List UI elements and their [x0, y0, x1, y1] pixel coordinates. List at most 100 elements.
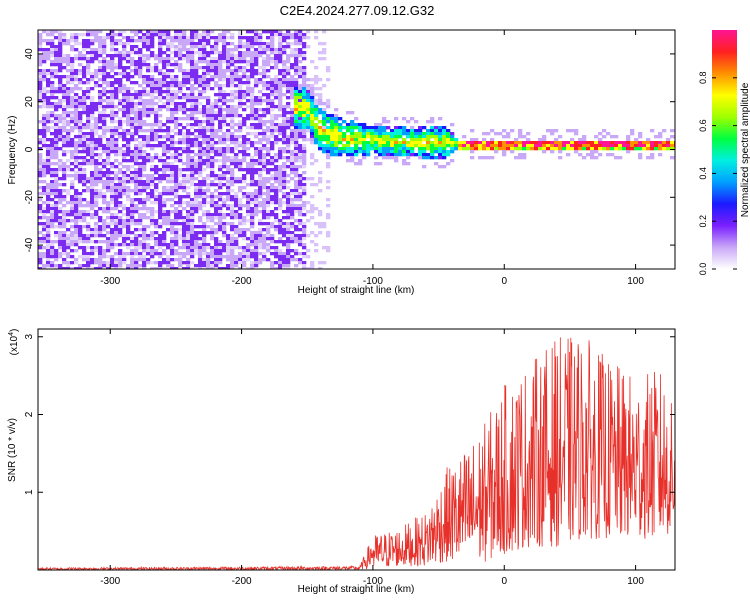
spectrogram-cell	[422, 132, 427, 136]
spectrogram-cell	[222, 222, 227, 226]
spectrogram-cell	[94, 147, 99, 151]
spectrogram-y-tick-label: 40	[24, 48, 35, 60]
spectrogram-cell	[38, 120, 43, 124]
spectrogram-cell	[186, 135, 191, 139]
spectrogram-cell	[186, 147, 191, 151]
spectrogram-cell	[254, 189, 259, 193]
spectrogram-cell	[266, 210, 271, 214]
spectrogram-cell	[430, 141, 435, 145]
spectrogram-cell	[206, 117, 211, 121]
spectrogram-cell	[290, 222, 295, 226]
spectrogram-cell	[194, 237, 199, 241]
spectrogram-cell	[222, 138, 227, 142]
spectrogram-cell	[534, 144, 539, 148]
spectrogram-cell	[186, 117, 191, 121]
spectrogram-cell	[166, 156, 171, 160]
spectrogram-cell	[162, 150, 167, 154]
spectrogram-cell	[234, 147, 239, 151]
spectrogram-cell	[190, 231, 195, 235]
spectrogram-cell	[210, 264, 215, 268]
spectrogram-cell	[258, 33, 263, 37]
spectrogram-cell	[326, 186, 331, 190]
spectrogram-cell	[330, 114, 335, 118]
spectrogram-cell	[74, 54, 79, 58]
spectrogram-cell	[110, 42, 115, 46]
spectrogram-cell	[214, 102, 219, 106]
spectrogram-cell	[382, 126, 387, 130]
spectrogram-cell	[154, 201, 159, 205]
spectrogram-cell	[226, 207, 231, 211]
spectrogram-cell	[442, 135, 447, 139]
spectrogram-cell	[670, 144, 675, 148]
spectrogram-cell	[106, 138, 111, 142]
spectrogram-cell	[130, 171, 135, 175]
spectrogram-cell	[666, 144, 671, 148]
spectrogram-cell	[234, 159, 239, 163]
spectrogram-cell	[58, 69, 63, 73]
spectrogram-cell	[202, 90, 207, 94]
spectrogram-cell	[170, 57, 175, 61]
spectrogram-cell	[74, 216, 79, 220]
spectrogram-cell	[262, 183, 267, 187]
spectrogram-cell	[262, 132, 267, 136]
spectrogram-cell	[330, 129, 335, 133]
spectrogram-cell	[574, 147, 579, 151]
spectrogram-cell	[322, 126, 327, 130]
spectrogram-cell	[78, 156, 83, 160]
spectrogram-cell	[162, 165, 167, 169]
spectrogram-cell	[274, 117, 279, 121]
spectrogram-cell	[374, 150, 379, 154]
spectrogram-cell	[42, 96, 47, 100]
spectrogram-cell	[334, 141, 339, 145]
spectrogram-cell	[258, 195, 263, 199]
spectrogram-cell	[322, 225, 327, 229]
spectrogram-cell	[154, 120, 159, 124]
spectrogram-cell	[234, 48, 239, 52]
spectrogram-cell	[306, 99, 311, 103]
spectrogram-cell	[402, 150, 407, 154]
spectrogram-cell	[190, 117, 195, 121]
spectrogram-cell	[106, 141, 111, 145]
spectrogram-cell	[102, 198, 107, 202]
spectrogram-cell	[290, 66, 295, 70]
spectrogram-cell	[194, 108, 199, 112]
spectrogram-cell	[102, 207, 107, 211]
spectrogram-cell	[218, 177, 223, 181]
spectrogram-cell	[198, 51, 203, 55]
spectrogram-cell	[490, 138, 495, 142]
spectrogram-cell	[230, 222, 235, 226]
spectrogram-cell	[166, 36, 171, 40]
spectrogram-cell	[134, 222, 139, 226]
spectrogram-cell	[134, 240, 139, 244]
spectrogram-cell	[382, 153, 387, 157]
spectrogram-cell	[270, 183, 275, 187]
spectrogram-cell	[82, 174, 87, 178]
spectrogram-cell	[62, 111, 67, 115]
spectrogram-cell	[94, 249, 99, 253]
spectrogram-cell	[142, 258, 147, 262]
spectrogram-cell	[82, 162, 87, 166]
spectrogram-cell	[66, 120, 71, 124]
spectrogram-cell	[290, 156, 295, 160]
spectrogram-cell	[46, 102, 51, 106]
spectrogram-cell	[318, 108, 323, 112]
spectrogram-cell	[222, 183, 227, 187]
spectrogram-cell	[646, 138, 651, 142]
spectrogram-cell	[98, 225, 103, 229]
spectrogram-cell	[146, 135, 151, 139]
spectrogram-cell	[98, 252, 103, 256]
spectrogram-cell	[118, 243, 123, 247]
spectrogram-cell	[122, 96, 127, 100]
spectrogram-cell	[210, 48, 215, 52]
spectrogram-cell	[42, 174, 47, 178]
spectrogram-cell	[186, 99, 191, 103]
spectrogram-cell	[58, 36, 63, 40]
spectrogram-cell	[222, 54, 227, 58]
snr-x-tick-label: -200	[232, 576, 252, 587]
spectrogram-cell	[382, 120, 387, 124]
spectrogram-cell	[638, 144, 643, 148]
spectrogram-cell	[306, 129, 311, 133]
spectrogram-cell	[190, 165, 195, 169]
spectrogram-cell	[106, 267, 111, 269]
spectrogram-cell	[302, 36, 307, 40]
